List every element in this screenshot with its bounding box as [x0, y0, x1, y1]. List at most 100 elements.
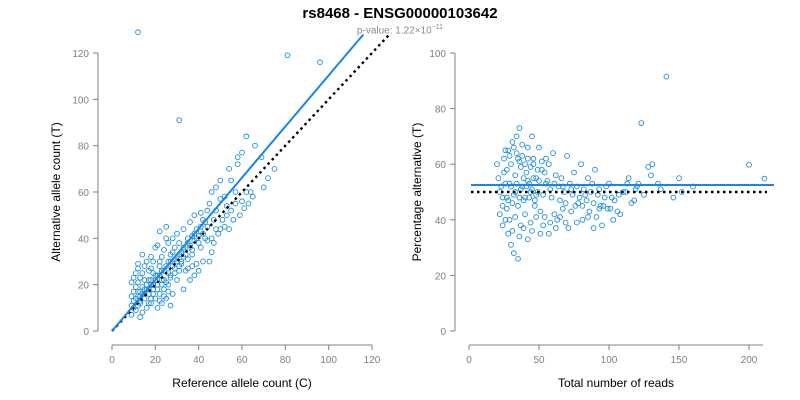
data-point	[503, 166, 510, 173]
y-axis-title: Percentage alternative (T)	[410, 123, 424, 262]
data-point	[746, 161, 752, 168]
data-point	[189, 263, 196, 269]
data-point	[536, 178, 542, 184]
data-point	[219, 216, 226, 223]
data-point	[501, 155, 507, 162]
data-point	[551, 211, 558, 218]
data-point	[523, 183, 530, 190]
data-point	[620, 189, 626, 195]
data-point	[596, 205, 603, 212]
data-point	[223, 212, 230, 219]
data-point	[169, 291, 176, 297]
data-point	[524, 155, 531, 162]
data-point	[143, 286, 150, 293]
data-point	[552, 172, 559, 179]
data-point	[499, 222, 506, 229]
data-point	[632, 186, 639, 193]
data-point	[245, 200, 252, 207]
data-point	[572, 203, 579, 209]
data-point	[645, 164, 652, 170]
data-point	[562, 219, 569, 226]
data-point	[180, 226, 187, 232]
data-point	[165, 240, 172, 246]
data-point	[171, 270, 178, 276]
data-point	[161, 286, 167, 293]
data-point	[271, 165, 278, 172]
data-point	[156, 258, 163, 265]
data-point	[520, 175, 527, 181]
panel-right: 0 50 100 150 200 0 20 40 60 80 100 Total number of …	[410, 49, 774, 390]
data-point	[161, 293, 167, 300]
data-point	[208, 189, 215, 195]
data-point	[503, 194, 510, 201]
data-point	[527, 219, 534, 226]
data-point	[260, 184, 267, 191]
y-axis-title: Alternative allele count (T)	[49, 122, 63, 261]
data-point	[533, 191, 540, 198]
data-point	[519, 183, 526, 190]
data-point	[197, 210, 204, 216]
x-tick-label: 100	[601, 355, 618, 366]
data-point	[226, 226, 232, 232]
data-point	[537, 208, 544, 215]
data-point	[156, 228, 163, 235]
data-point	[522, 211, 528, 218]
data-point	[523, 169, 530, 176]
data-point	[537, 230, 544, 237]
data-point	[184, 265, 191, 272]
data-point	[634, 183, 640, 190]
data-point	[604, 205, 611, 212]
data-point	[158, 254, 165, 260]
data-point	[663, 73, 670, 80]
data-point	[265, 175, 271, 181]
data-point	[156, 263, 163, 269]
data-point	[678, 189, 685, 195]
x-tick-label: 0	[109, 355, 115, 366]
data-point	[600, 203, 607, 209]
data-point	[128, 311, 135, 318]
data-point	[135, 265, 141, 272]
data-point	[206, 258, 213, 265]
data-point	[232, 189, 239, 195]
data-point	[557, 214, 563, 220]
data-point	[527, 164, 534, 170]
data-point	[515, 155, 521, 162]
data-point	[163, 235, 170, 242]
data-point	[189, 251, 196, 258]
data-point	[130, 274, 137, 281]
data-point	[614, 208, 621, 215]
data-point	[690, 183, 696, 190]
data-point	[191, 272, 198, 279]
data-point	[167, 251, 174, 258]
data-point	[195, 267, 202, 274]
data-point	[610, 216, 617, 223]
data-point	[657, 186, 664, 193]
data-point	[534, 189, 541, 195]
data-point	[148, 265, 154, 272]
data-point	[519, 141, 526, 148]
data-point	[150, 270, 157, 276]
reference-line	[111, 33, 391, 332]
data-point	[648, 172, 654, 179]
data-point	[249, 193, 256, 200]
data-point	[506, 216, 513, 223]
data-point	[541, 214, 548, 220]
data-point	[189, 233, 196, 239]
data-point	[252, 142, 258, 149]
data-point	[243, 133, 250, 140]
x-tick-label: 150	[671, 355, 688, 366]
data-point	[243, 189, 250, 195]
data-point	[579, 216, 586, 223]
data-point	[145, 300, 152, 307]
data-point	[601, 194, 608, 201]
data-point	[545, 230, 552, 237]
data-point	[174, 258, 180, 265]
data-point	[557, 197, 563, 204]
data-point	[513, 150, 520, 156]
data-point	[590, 200, 597, 206]
data-point	[502, 216, 509, 223]
data-point	[543, 155, 549, 162]
data-point	[139, 251, 146, 258]
data-point	[575, 200, 582, 206]
chart-title: rs8468 - ENSG00000103642	[302, 5, 498, 22]
